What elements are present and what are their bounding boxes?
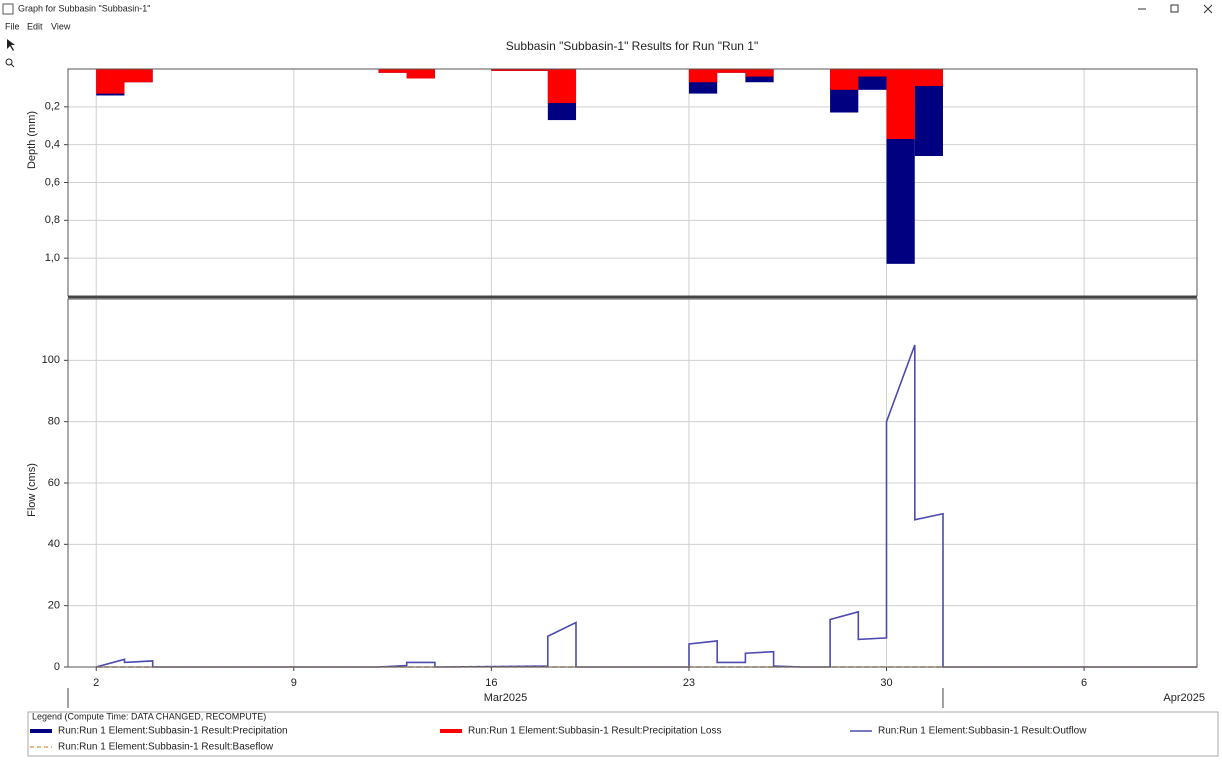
y-tick-label: 80 [48,416,60,428]
bar [688,69,718,83]
bar [378,69,407,73]
y-tick-label: 0,6 [45,176,60,188]
bar [491,69,520,71]
y-tick-label: 40 [48,538,60,550]
y-axis-title: Flow (cms) [26,463,38,517]
zoom-tool[interactable] [5,58,13,66]
bar [886,69,915,139]
y-axis-title: Depth (mm) [26,111,38,169]
bar [745,69,774,77]
bar [547,69,577,104]
menu-item[interactable]: File [5,21,20,31]
x-tick-label: 9 [291,677,297,689]
y-tick-label: 60 [48,477,60,489]
window-title: Graph for Subbasin "Subbasin-1" [18,3,150,13]
chart-title: Subbasin "Subbasin-1" Results for Run "R… [506,39,759,53]
pointer-tool[interactable] [7,39,15,51]
bar [519,69,548,71]
bar [914,69,943,87]
legend-label: Run:Run 1 Element:Subbasin-1 Result:Prec… [58,726,288,737]
y-tick-label: 20 [48,600,60,612]
bar [406,69,435,79]
legend-label: Run:Run 1 Element:Subbasin-1 Result:Outf… [878,726,1087,737]
y-tick-label: 1,0 [45,252,60,264]
legend-box [27,711,1219,757]
y-tick-label: 0,2 [45,101,60,113]
x-tick-label: 6 [1081,677,1087,689]
y-tick-label: 0,8 [45,214,60,226]
y-tick-label: 100 [42,354,60,366]
bar [858,69,887,77]
bar [96,69,125,94]
legend-title: Legend (Compute Time: DATA CHANGED, RECO… [32,711,266,721]
legend-label: Run:Run 1 Element:Subbasin-1 Result:Base… [58,742,274,753]
month-label: Apr2025 [1163,692,1205,704]
x-tick-label: 23 [683,677,695,689]
y-tick-label: 0,4 [45,139,60,151]
y-tick-label: 0 [54,661,60,673]
window-icon [2,3,14,15]
x-tick-label: 2 [93,677,99,689]
x-tick-label: 16 [485,677,497,689]
month-label: Mar2025 [484,692,527,704]
plot-frame [67,298,1198,668]
zoom-tool-handle [10,63,15,68]
menu-item[interactable]: Edit [27,21,43,31]
bar [717,69,746,73]
bar [124,69,153,83]
x-tick-label: 30 [880,677,892,689]
menu-item[interactable]: View [51,21,71,31]
legend-label: Run:Run 1 Element:Subbasin-1 Result:Prec… [468,726,721,737]
close-button[interactable] [1203,4,1213,14]
bar [830,69,859,90]
maximize-button[interactable] [1170,4,1179,13]
